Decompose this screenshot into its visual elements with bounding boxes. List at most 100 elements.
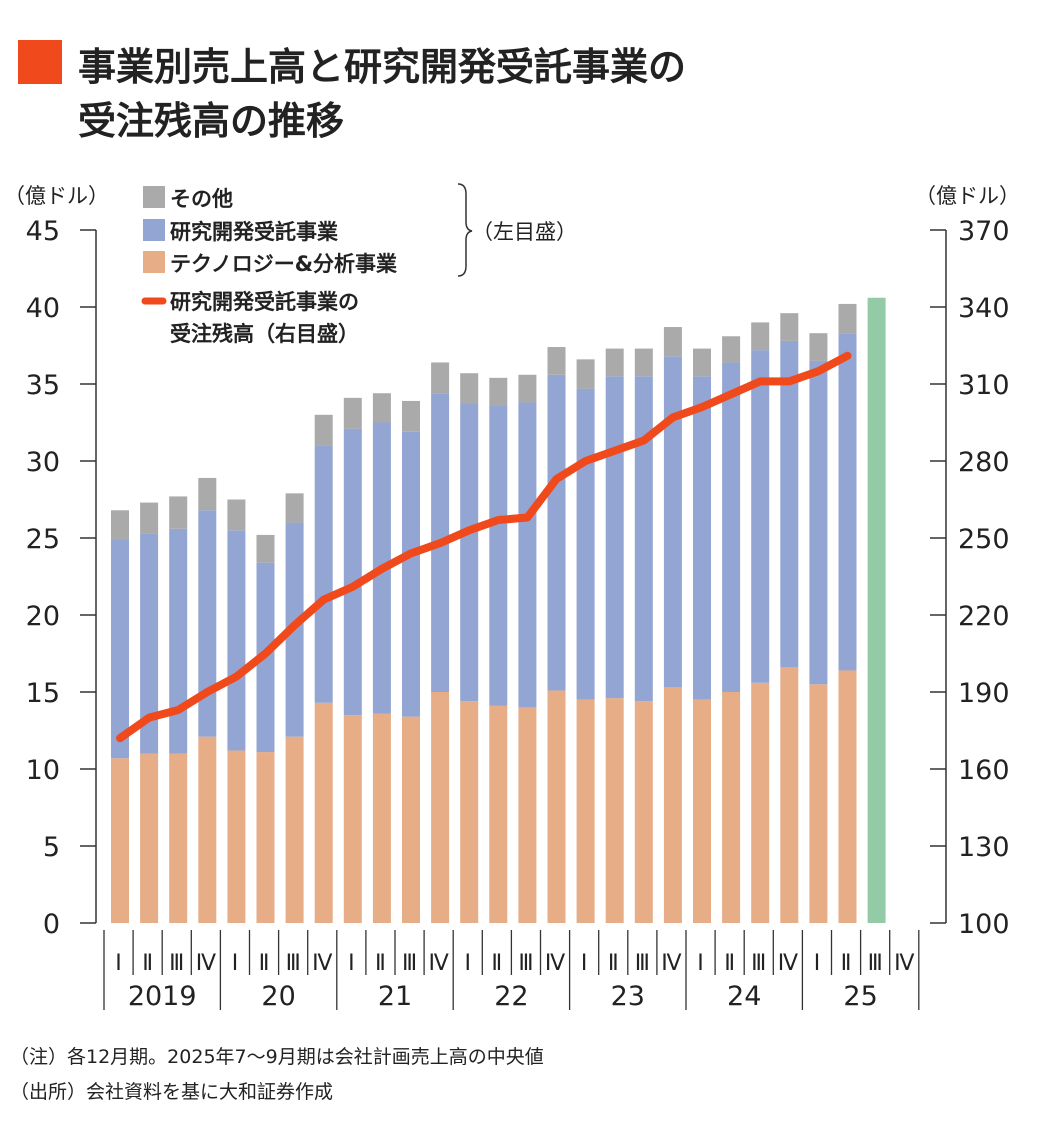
bar-segment-tech	[635, 701, 653, 923]
legend-swatch-other	[143, 186, 165, 208]
quarter-label: Ⅱ	[491, 951, 502, 976]
legend-line-label-1: 研究開発受託事業の	[170, 290, 359, 314]
bar-segment-rd	[751, 350, 769, 683]
bar-segment-rd	[460, 404, 478, 701]
right-tick-label: 280	[958, 447, 1010, 478]
right-tick-label: 100	[958, 909, 1010, 940]
bar-segment-other	[315, 415, 333, 446]
bar-segment-tech	[809, 684, 827, 923]
bar-segment-tech	[257, 752, 275, 923]
right-tick-label: 130	[958, 832, 1010, 863]
legend-label-other: その他	[170, 187, 233, 211]
left-tick-label: 45	[26, 216, 60, 247]
bar-segment-tech	[315, 703, 333, 923]
bar-segment-tech	[518, 707, 536, 923]
quarter-label: Ⅰ	[814, 951, 821, 976]
quarter-label: Ⅰ	[232, 951, 239, 976]
bar-segment-rd	[606, 376, 624, 698]
bar-segment-other	[780, 313, 798, 341]
quarter-label: Ⅳ	[196, 951, 217, 976]
bar-segment-other	[606, 349, 624, 377]
left-tick-label: 40	[26, 293, 60, 324]
bar-segment-tech	[373, 714, 391, 923]
bar-segment-tech	[227, 751, 245, 923]
bar-segment-rd	[577, 389, 595, 700]
bar-segment-other	[373, 393, 391, 422]
right-tick-label: 220	[958, 601, 1010, 632]
legend-line-label-2: 受注残高（右目盛）	[170, 322, 359, 346]
bar-segment-other	[198, 478, 216, 510]
year-label: 24	[727, 981, 761, 1012]
bar-segment-tech	[169, 754, 187, 923]
quarter-label: Ⅲ	[169, 951, 184, 976]
bar-segment-other	[489, 378, 507, 406]
bar-segment-other	[722, 336, 740, 362]
left-tick-label: 0	[43, 909, 60, 940]
quarter-label: Ⅳ	[661, 951, 682, 976]
left-tick-label: 20	[26, 601, 60, 632]
year-label: 23	[611, 981, 645, 1012]
left-tick-label: 30	[26, 447, 60, 478]
left-tick-label: 15	[26, 678, 60, 709]
legend-bracket-label: （左目盛）	[472, 220, 577, 244]
bar-segment-rd	[315, 446, 333, 703]
left-tick-label: 10	[26, 755, 60, 786]
bar-segment-rd	[518, 402, 536, 707]
left-tick-label: 5	[43, 832, 60, 863]
right-tick-label: 190	[958, 678, 1010, 709]
bar-segment-other	[577, 359, 595, 388]
bar-segment-tech	[664, 687, 682, 923]
quarter-label: Ⅱ	[608, 951, 619, 976]
quarter-label: Ⅰ	[697, 951, 704, 976]
bar-segment-tech	[198, 737, 216, 923]
bar-segment-other	[635, 349, 653, 377]
bar-segment-rd	[664, 356, 682, 687]
bar-segment-other	[693, 349, 711, 377]
bar-segment-rd	[722, 362, 740, 692]
quarter-label: Ⅱ	[259, 951, 270, 976]
bar-segment-tech	[111, 758, 129, 923]
bar-segment-other	[169, 496, 187, 528]
bar-segment-rd	[548, 375, 566, 691]
year-label: 22	[494, 981, 528, 1012]
quarter-label: Ⅲ	[635, 951, 650, 976]
year-label: 21	[378, 981, 412, 1012]
bar-segment-other	[402, 401, 420, 432]
bar-segment-other	[344, 398, 362, 429]
quarter-label: Ⅲ	[751, 951, 766, 976]
left-tick-label: 35	[26, 370, 60, 401]
right-tick-label: 340	[958, 293, 1010, 324]
bar-segment-tech	[402, 717, 420, 923]
quarter-label: Ⅱ	[142, 951, 153, 976]
quarter-label: Ⅰ	[115, 951, 122, 976]
quarter-label: Ⅲ	[286, 951, 301, 976]
quarter-label: Ⅳ	[894, 951, 915, 976]
bar-segment-rd	[111, 540, 129, 759]
bar-segment-rd	[402, 432, 420, 717]
bar-segment-rd	[344, 429, 362, 715]
quarter-label: Ⅳ	[778, 951, 799, 976]
year-label: 2019	[128, 981, 197, 1012]
bar-segment-other	[839, 304, 857, 333]
year-label: 20	[261, 981, 295, 1012]
bar-segment-other	[460, 373, 478, 404]
bar-segment-tech	[606, 698, 624, 923]
bar-segment-other	[751, 322, 769, 350]
bar-segment-tech	[489, 706, 507, 923]
legend-brace	[458, 184, 472, 276]
bar-segment-tech	[431, 692, 449, 923]
title-line1: 事業別売上高と研究開発受託事業の	[78, 45, 686, 89]
bar-segment-other	[227, 500, 245, 531]
bar-segment-tech	[344, 715, 362, 923]
bar-segment-rd	[635, 376, 653, 701]
quarter-label: Ⅰ	[581, 951, 588, 976]
quarter-label: Ⅲ	[868, 951, 883, 976]
legend-label-tech: テクノロジー&分析事業	[170, 252, 398, 276]
left-axis-unit: （億ドル）	[4, 184, 109, 208]
quarter-label: Ⅰ	[465, 951, 472, 976]
right-tick-label: 250	[958, 524, 1010, 555]
bar-segment-other	[548, 347, 566, 375]
bar-segment-tech	[577, 700, 595, 923]
bar-segment-other	[431, 362, 449, 393]
